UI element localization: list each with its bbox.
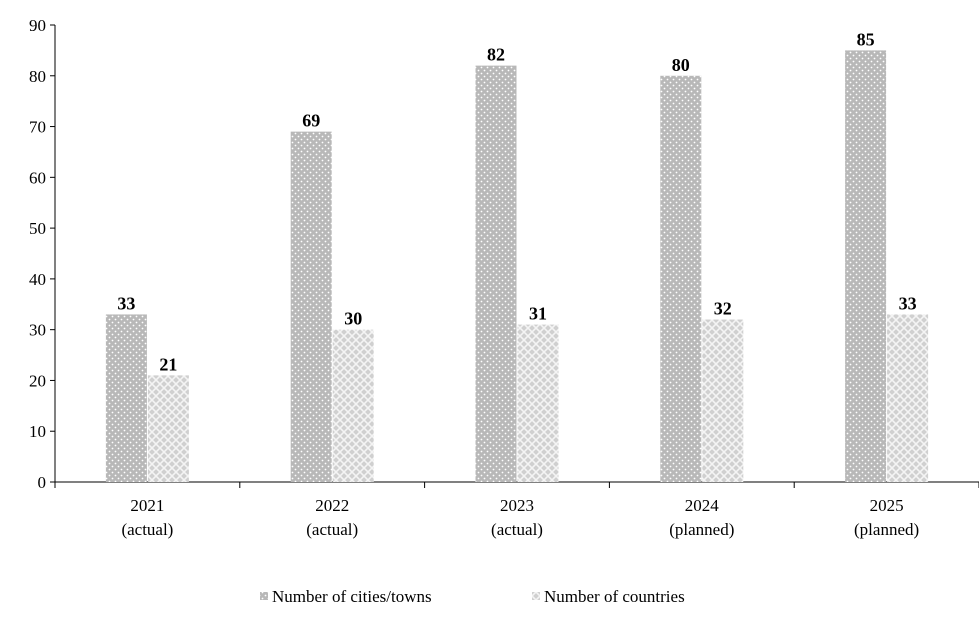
- y-tick-label: 0: [38, 473, 47, 492]
- x-tick-label: 2024: [685, 496, 720, 515]
- x-tick-label: 2025: [870, 496, 904, 515]
- y-tick-label: 20: [29, 371, 46, 390]
- bar-countries: [147, 375, 189, 482]
- data-labels-group: 33 21 69 30 82 31 80 32 85 33: [117, 29, 916, 374]
- bar-cities: [845, 50, 887, 483]
- legend-swatch: [532, 592, 540, 600]
- bar-cities: [660, 75, 702, 483]
- data-label: 33: [117, 293, 135, 313]
- x-tick-label: (actual): [121, 520, 173, 539]
- y-tick-label: 60: [29, 168, 46, 187]
- data-label: 33: [899, 293, 917, 313]
- x-tick-label: (planned): [854, 520, 919, 539]
- legend: Number of cities/towns Number of countrie…: [260, 587, 685, 606]
- data-label: 85: [857, 29, 875, 49]
- x-tick-label: (planned): [669, 520, 734, 539]
- legend-label: Number of cities/towns: [272, 587, 432, 606]
- y-tick-label: 50: [29, 219, 46, 238]
- x-tick-label: (actual): [306, 520, 358, 539]
- data-label: 21: [159, 354, 177, 374]
- data-label: 31: [529, 304, 547, 324]
- data-label: 32: [714, 299, 732, 319]
- data-label: 30: [344, 309, 362, 329]
- legend-label: Number of countries: [544, 587, 685, 606]
- x-tick-label: (actual): [491, 520, 543, 539]
- bar-cities: [290, 131, 332, 482]
- x-tick-label: 2022: [315, 496, 349, 515]
- bar-countries: [887, 314, 929, 482]
- y-tick-label: 80: [29, 67, 46, 86]
- legend-swatch: [260, 592, 268, 600]
- y-tick-label: 10: [29, 422, 46, 441]
- bar-cities: [475, 65, 517, 482]
- y-tick-label: 90: [29, 16, 46, 35]
- bar-cities: [105, 314, 147, 482]
- data-label: 80: [672, 55, 690, 75]
- y-tick-label: 70: [29, 118, 46, 137]
- x-axis: 2021 (actual) 2022 (actual) 2023 (actual) 2024…: [54, 481, 979, 539]
- bars-group: [105, 50, 929, 483]
- bar-countries: [702, 319, 744, 482]
- bar-countries: [517, 324, 559, 482]
- data-label: 82: [487, 45, 505, 65]
- y-tick-label: 30: [29, 321, 46, 340]
- y-axis: 0 10 20 30 40 50 60 70 80 90: [29, 16, 56, 492]
- bar-countries: [332, 329, 374, 482]
- x-tick-label: 2023: [500, 496, 534, 515]
- y-tick-label: 40: [29, 270, 46, 289]
- x-tick-label: 2021: [130, 496, 164, 515]
- data-label: 69: [302, 111, 320, 131]
